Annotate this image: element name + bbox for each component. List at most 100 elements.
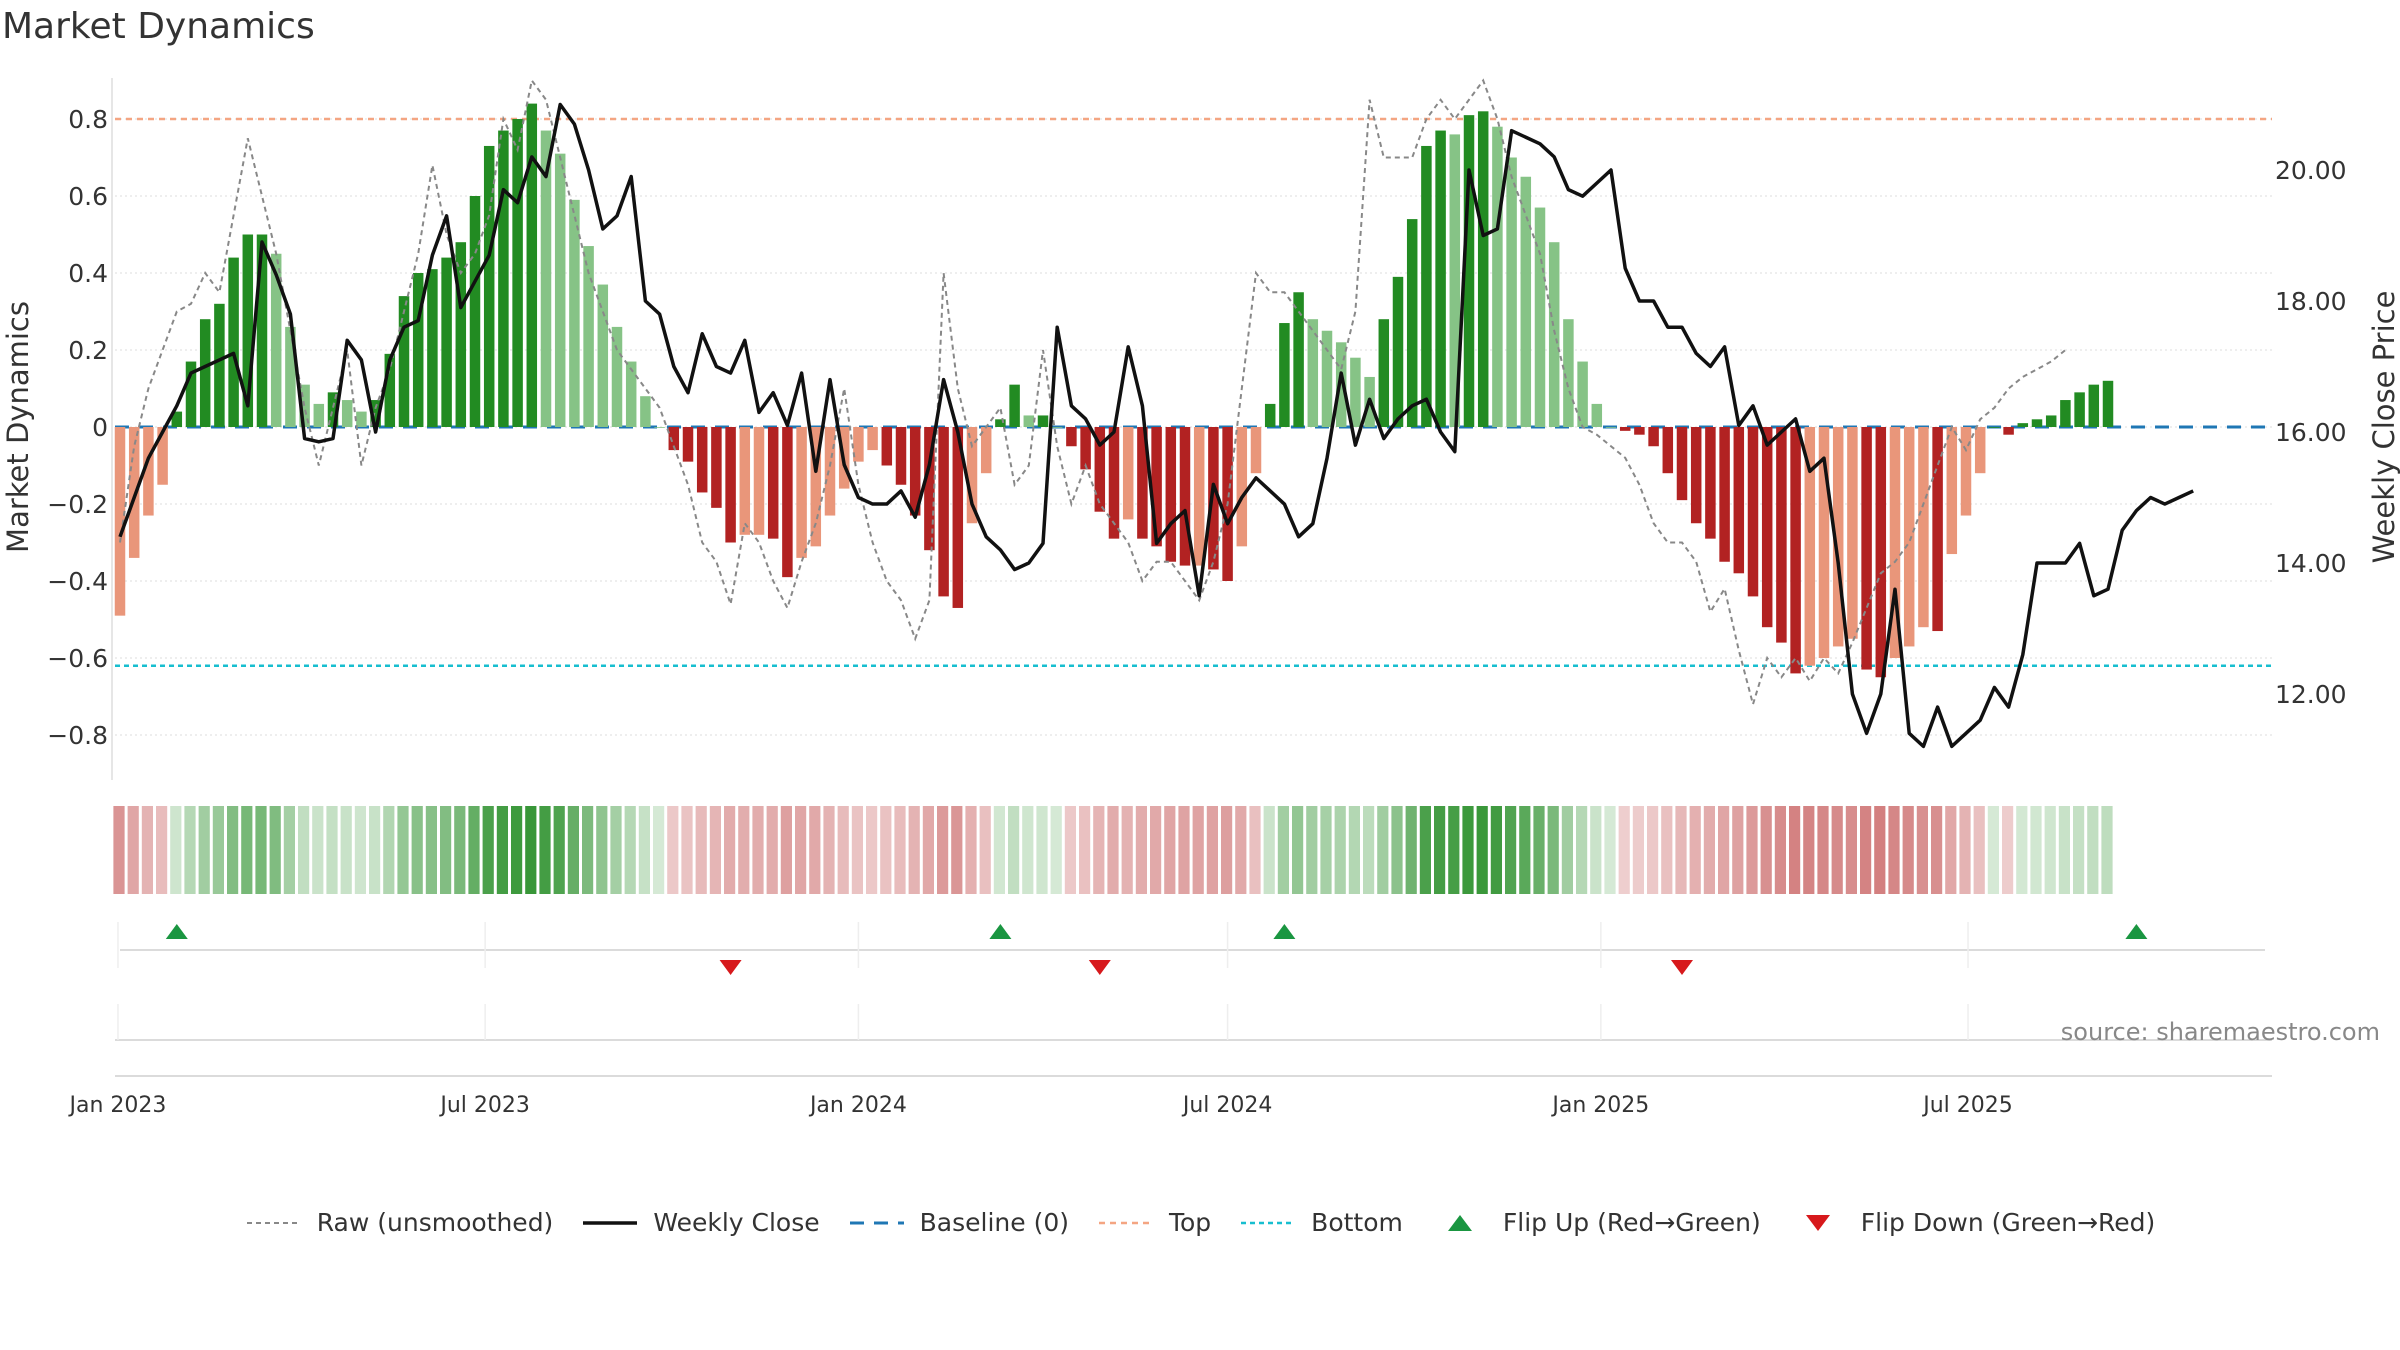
heat-cell [2058, 806, 2070, 894]
dynamics-bar [512, 119, 523, 427]
dynamics-bar [1790, 427, 1801, 674]
heat-cell [1121, 806, 1133, 894]
dynamics-bar [654, 427, 665, 428]
heat-cell [766, 806, 778, 894]
heat-cell [170, 806, 182, 894]
heat-cell [354, 806, 366, 894]
heat-cell [1533, 806, 1545, 894]
dynamics-bar [739, 427, 751, 535]
heat-cell [1632, 806, 1644, 894]
heat-cell [1064, 806, 1076, 894]
source-label: source: sharemaestro.com [2061, 1018, 2380, 1046]
heat-cell [1661, 806, 1673, 894]
dynamics-bar [924, 427, 935, 551]
heat-cell [1987, 806, 1999, 894]
dynamics-bar [625, 361, 637, 427]
heat-cell [2044, 806, 2056, 894]
dynamics-bar [228, 257, 239, 427]
heat-cell [724, 806, 736, 894]
dynamics-bar [1108, 427, 1120, 539]
heat-cell [1817, 806, 1829, 894]
heat-cell [780, 806, 792, 894]
y-left-tick-label: −0.2 [47, 490, 108, 519]
dynamics-bar [682, 427, 694, 462]
dynamics-bar [1719, 427, 1730, 562]
heat-cell [241, 806, 253, 894]
heat-cell [1718, 806, 1730, 894]
heat-cell [624, 806, 636, 894]
dynamics-bar [1506, 157, 1517, 427]
heat-cell [1235, 806, 1247, 894]
heat-cell [1703, 806, 1715, 894]
dynamics-bar [2088, 384, 2100, 427]
dynamics-bar [796, 427, 807, 558]
dynamics-bar [881, 427, 893, 466]
y-left-tick-label: 0.8 [68, 105, 108, 134]
heat-cell [1448, 806, 1460, 894]
y-left-axis-title: Market Dynamics [1, 301, 35, 553]
x-tick-label: Jul 2023 [438, 1093, 530, 1118]
heat-cell [1334, 806, 1346, 894]
dynamics-bar [909, 427, 921, 516]
dynamics-bar [1534, 207, 1546, 427]
dynamics-bar [1463, 115, 1475, 428]
flip-up-marker [989, 924, 1012, 939]
heat-cell [1391, 806, 1403, 894]
heat-cell [1348, 806, 1360, 894]
dynamics-bar [1662, 427, 1674, 474]
heat-cell [851, 806, 863, 894]
heat-cell [127, 806, 139, 894]
heat-cell [1476, 806, 1488, 894]
heat-cell [1902, 806, 1914, 894]
dynamics-bar [1861, 427, 1872, 670]
dynamics-bar [810, 427, 822, 547]
dynamics-bar [1350, 357, 1361, 427]
heat-cell [1931, 806, 1943, 894]
heat-cell [1462, 806, 1474, 894]
legend-label: Weekly Close [653, 1208, 820, 1237]
dynamics-bar [938, 427, 949, 597]
dynamics-bar [1591, 403, 1603, 427]
heat-cell [880, 806, 892, 894]
heat-cell [283, 806, 295, 894]
heat-cell [1192, 806, 1204, 894]
dynamics-bar [1960, 427, 1972, 516]
x-tick-label: Jan 2023 [68, 1093, 167, 1118]
dynamics-bar [455, 242, 467, 427]
dynamics-bar [171, 411, 183, 427]
heat-cell [1916, 806, 1928, 894]
dynamics-bar [782, 427, 793, 578]
heat-cell [1689, 806, 1701, 894]
heat-cell [795, 806, 807, 894]
heat-cell [539, 806, 551, 894]
dynamics-bar [114, 427, 126, 616]
dynamics-bar [725, 427, 736, 543]
heat-cell [823, 806, 835, 894]
heat-cell [1831, 806, 1843, 894]
dynamics-bar [1520, 176, 1532, 427]
dynamics-bar [1804, 427, 1816, 666]
heat-cell [1107, 806, 1119, 894]
dynamics-bar [1137, 427, 1148, 539]
heat-cell [255, 806, 267, 894]
heat-cell [2073, 806, 2085, 894]
dynamics-bar [1236, 427, 1248, 547]
dynamics-bar [214, 303, 225, 427]
heat-cell [1306, 806, 1318, 894]
y-right-tick-label: 16.00 [2275, 418, 2347, 447]
dynamics-bar [526, 103, 538, 427]
heat-cell [681, 806, 693, 894]
dynamics-bar [1619, 427, 1631, 431]
y-left-tick-label: −0.4 [47, 567, 108, 596]
dynamics-bar [1761, 427, 1773, 628]
dynamics-bar [1406, 219, 1418, 427]
dynamics-bar [867, 427, 878, 451]
heat-cell [397, 806, 409, 894]
reference-lines [115, 117, 2272, 667]
dynamics-bar [1392, 276, 1404, 427]
y-left-tick-label: −0.6 [47, 644, 108, 673]
dynamics-bar [1051, 427, 1063, 428]
x-tick-label: Jan 2024 [808, 1093, 907, 1118]
heat-cell [2002, 806, 2014, 894]
